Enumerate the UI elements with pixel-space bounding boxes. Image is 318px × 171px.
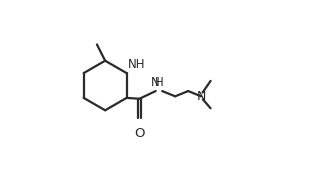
Text: NH: NH <box>128 58 145 71</box>
Text: N: N <box>197 90 206 103</box>
Text: O: O <box>134 127 145 140</box>
Text: N: N <box>150 76 159 89</box>
Text: H: H <box>154 76 163 89</box>
